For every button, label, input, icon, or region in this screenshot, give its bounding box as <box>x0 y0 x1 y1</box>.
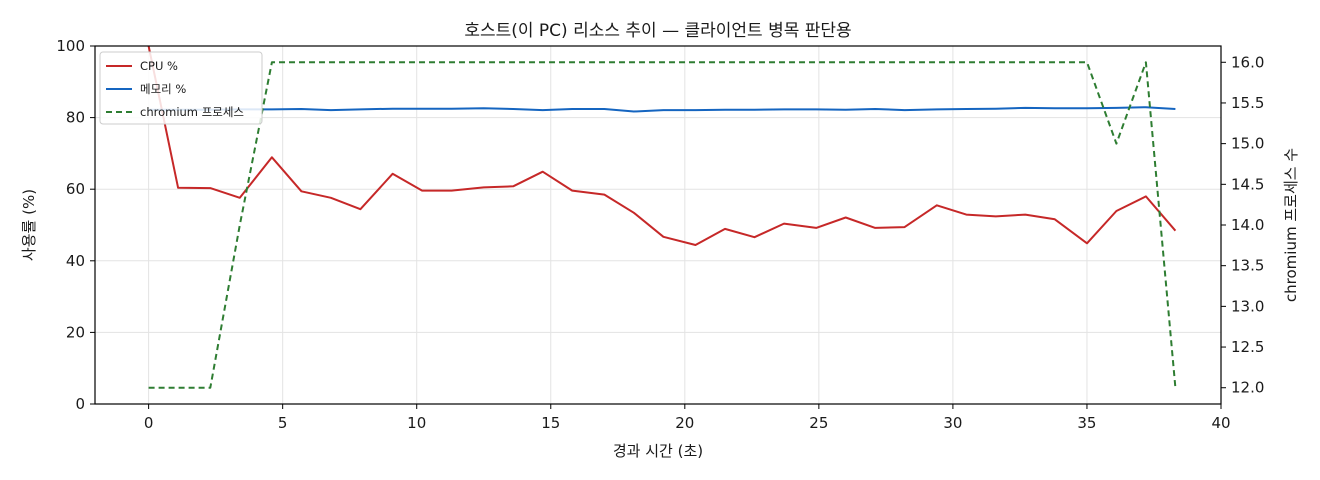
series-line-memory <box>148 106 1176 113</box>
x-tick-label: 5 <box>278 414 288 432</box>
x-tick-label: 10 <box>407 414 426 432</box>
y2-tick-label: 15.5 <box>1231 94 1264 112</box>
legend-label-memory: 메모리 % <box>140 82 186 96</box>
legend-label-chromium: chromium 프로세스 <box>140 105 244 119</box>
y-tick-label: 20 <box>66 323 85 341</box>
y2-tick-label: 13.5 <box>1231 257 1264 275</box>
x-tick-label: 25 <box>809 414 828 432</box>
x-axis-title: 경과 시간 (초) <box>613 442 703 460</box>
legend: CPU % 메모리 % chromium 프로세스 <box>99 51 263 125</box>
y-tick-label: 60 <box>66 180 85 198</box>
x-tick-label: 20 <box>675 414 694 432</box>
y-tick-label: 100 <box>56 37 85 55</box>
y2-tick-label: 16.0 <box>1231 53 1264 71</box>
y-axis-left: 0 20 40 60 80 100 <box>56 37 95 413</box>
y-tick-label: 0 <box>75 395 85 413</box>
y-axis-left-title: 사용률 (%) <box>20 189 38 261</box>
y2-tick-label: 12.5 <box>1231 338 1264 356</box>
y-axis-right-title: chromium 프로세스 수 <box>1282 148 1300 302</box>
legend-label-cpu: CPU % <box>140 59 178 73</box>
y2-tick-label: 14.5 <box>1231 175 1264 193</box>
x-tick-label: 0 <box>144 414 154 432</box>
y2-tick-label: 15.0 <box>1231 135 1264 153</box>
series-line-cpu <box>147 45 1177 246</box>
y-tick-label: 80 <box>66 109 85 127</box>
x-axis: 0 5 10 15 20 25 30 35 40 <box>144 404 1231 432</box>
y2-tick-label: 12.0 <box>1231 379 1264 397</box>
x-tick-label: 15 <box>541 414 560 432</box>
x-tick-label: 40 <box>1211 414 1230 432</box>
x-tick-label: 30 <box>943 414 962 432</box>
y2-tick-label: 13.0 <box>1231 297 1264 315</box>
legend-box <box>99 51 263 125</box>
series-line-chromium <box>148 61 1177 389</box>
chart-title: 호스트(이 PC) 리소스 추이 — 클라이언트 병목 판단용 <box>464 21 851 41</box>
y2-tick-label: 14.0 <box>1231 216 1264 234</box>
x-tick-label: 35 <box>1077 414 1096 432</box>
y-tick-label: 40 <box>66 252 85 270</box>
series-lines <box>147 45 1177 389</box>
y-axis-right: 12.0 12.5 13.0 13.5 14.0 14.5 15.0 15.5 16.0 <box>1221 53 1264 397</box>
